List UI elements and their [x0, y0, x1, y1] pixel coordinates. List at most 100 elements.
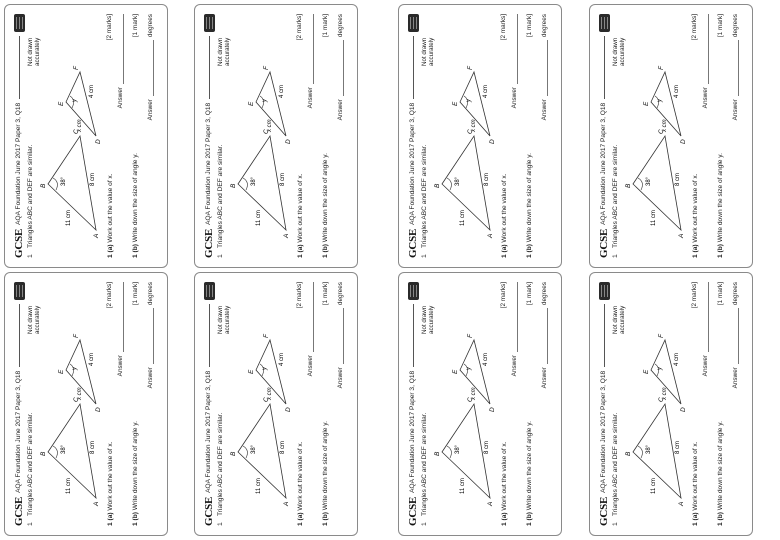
triangle-abc [47, 402, 97, 500]
vertex-e: E [452, 369, 459, 374]
length-ac: 8 cm [675, 441, 681, 454]
vertex-e: E [58, 369, 65, 374]
angle-b-label: 38° [646, 444, 652, 454]
length-ab: 11 cm [66, 478, 72, 494]
gcse-logo: GCSE [406, 496, 419, 526]
length-df: 4 cm [279, 353, 285, 366]
vertex-e: E [643, 101, 650, 106]
question-stem: Triangles ABC and DEF are similar. [217, 144, 224, 248]
header-rule [412, 36, 414, 99]
length-ac: 8 cm [90, 441, 96, 454]
vertex-a: A [678, 234, 685, 239]
vertex-c: C [467, 129, 474, 134]
vertex-f: F [467, 65, 474, 70]
similar-triangles-diagram: A B C D E F 11 cm 8 cm 38° x cm 4 cm y [230, 333, 292, 507]
part-b-answer: Answer degrees [540, 14, 548, 121]
length-ac: 8 cm [675, 173, 681, 186]
part-b-answer: Answer degrees [146, 282, 154, 389]
question-number: 1 [217, 254, 224, 258]
angle-b-arc [637, 445, 643, 459]
answer-line-b[interactable] [146, 308, 154, 365]
part-a: 1 (a) Work out the value of x. [297, 441, 304, 526]
angle-b-label: 38° [455, 444, 461, 454]
triangle-def [459, 338, 491, 405]
part-a-answer: Answer [510, 14, 518, 108]
length-df: 4 cm [483, 353, 489, 366]
angle-e-arc [463, 363, 468, 377]
length-de: x cm [267, 387, 273, 401]
gcse-logo: GCSE [12, 496, 25, 526]
gcse-logo: GCSE [202, 228, 215, 258]
vertex-d: D [489, 407, 496, 412]
card-header: GCSE AQA Foundation June 2017 Paper 3, Q… [203, 282, 215, 526]
vertex-b: B [40, 183, 47, 188]
part-b-answer: Answer degrees [540, 282, 548, 389]
part-b-answer: Answer degrees [731, 282, 739, 389]
vertex-e: E [58, 101, 65, 106]
similar-triangles-diagram: A B C D E F 11 cm 8 cm 38° x cm 4 cm y [40, 65, 102, 239]
angle-b-arc [242, 445, 248, 459]
part-a-answer: Answer [510, 282, 518, 376]
part-b-answer: Answer degrees [336, 282, 344, 389]
part-b: 1 (b) Write down the size of angle y. [322, 421, 329, 526]
angle-b-label: 38° [251, 444, 257, 454]
answer-line-b[interactable] [731, 308, 739, 365]
card-header: GCSE AQA Foundation June 2017 Paper 3, Q… [203, 14, 215, 258]
gcse-logo: GCSE [406, 228, 419, 258]
answer-line-a[interactable] [701, 282, 709, 352]
answer-line-a[interactable] [306, 282, 314, 352]
answer-line-b[interactable] [146, 40, 154, 97]
header-rule [603, 36, 605, 99]
part-a-marks: [2 marks] [106, 14, 113, 41]
vertex-e: E [248, 369, 255, 374]
part-b: 1 (b) Write down the size of angle y. [526, 421, 533, 526]
vertex-a: A [487, 502, 494, 507]
worksheet-card-7: GCSE AQA Foundation June 2017 Paper 3, Q… [589, 4, 753, 268]
vertex-f: F [658, 65, 665, 70]
worksheet-card-8: GCSE AQA Foundation June 2017 Paper 3, Q… [589, 272, 753, 536]
answer-line-a[interactable] [116, 14, 124, 84]
answer-line-a[interactable] [510, 282, 518, 352]
answer-line-a[interactable] [510, 14, 518, 84]
source-title: AQA Foundation June 2017 Paper 3, Q18 [205, 370, 213, 493]
worksheet-content: GCSE AQA Foundation June 2017 Paper 3, Q… [595, 10, 747, 262]
vertex-a: A [283, 234, 290, 239]
question-number: 1 [612, 522, 619, 526]
answer-line-a[interactable] [116, 282, 124, 352]
card-header: GCSE AQA Foundation June 2017 Paper 3, Q… [598, 282, 610, 526]
part-b-answer: Answer degrees [146, 14, 154, 121]
vertex-b: B [434, 183, 441, 188]
source-title: AQA Foundation June 2017 Paper 3, Q18 [409, 102, 417, 225]
angle-e-label: y [466, 366, 472, 371]
worksheet-card-4: GCSE AQA Foundation June 2017 Paper 3, Q… [194, 272, 358, 536]
answer-line-a[interactable] [701, 14, 709, 84]
part-a: 1 (a) Work out the value of x. [692, 173, 699, 258]
answer-line-a[interactable] [306, 14, 314, 84]
vertex-c: C [73, 129, 80, 134]
part-b-marks: [1 mark] [132, 14, 139, 38]
part-a: 1 (a) Work out the value of x. [501, 173, 508, 258]
worksheet-content: GCSE AQA Foundation June 2017 Paper 3, Q… [200, 278, 352, 530]
part-a: 1 (a) Work out the value of x. [501, 441, 508, 526]
angle-e-label: y [72, 98, 78, 103]
similar-triangles-diagram: A B C D E F 11 cm 8 cm 38° x cm 4 cm y [625, 333, 687, 507]
vertex-c: C [263, 129, 270, 134]
answer-line-b[interactable] [336, 40, 344, 97]
similar-triangles-diagram: A B C D E F 11 cm 8 cm 38° x cm 4 cm y [434, 65, 496, 239]
vertex-f: F [263, 333, 270, 338]
answer-line-b[interactable] [336, 308, 344, 365]
angle-e-arc [654, 363, 659, 377]
part-b: 1 (b) Write down the size of angle y. [717, 153, 724, 258]
triangle-abc [237, 134, 287, 232]
angle-e-label: y [262, 366, 268, 371]
part-a-answer: Answer [116, 282, 124, 376]
tabs-icon [13, 282, 25, 300]
part-a-marks: [2 marks] [500, 282, 507, 309]
part-b-marks: [1 mark] [526, 14, 533, 38]
gcse-logo: GCSE [202, 496, 215, 526]
part-b-marks: [1 mark] [132, 282, 139, 306]
answer-line-b[interactable] [540, 308, 548, 365]
answer-line-b[interactable] [731, 40, 739, 97]
answer-line-b[interactable] [540, 40, 548, 97]
vertex-e: E [643, 369, 650, 374]
